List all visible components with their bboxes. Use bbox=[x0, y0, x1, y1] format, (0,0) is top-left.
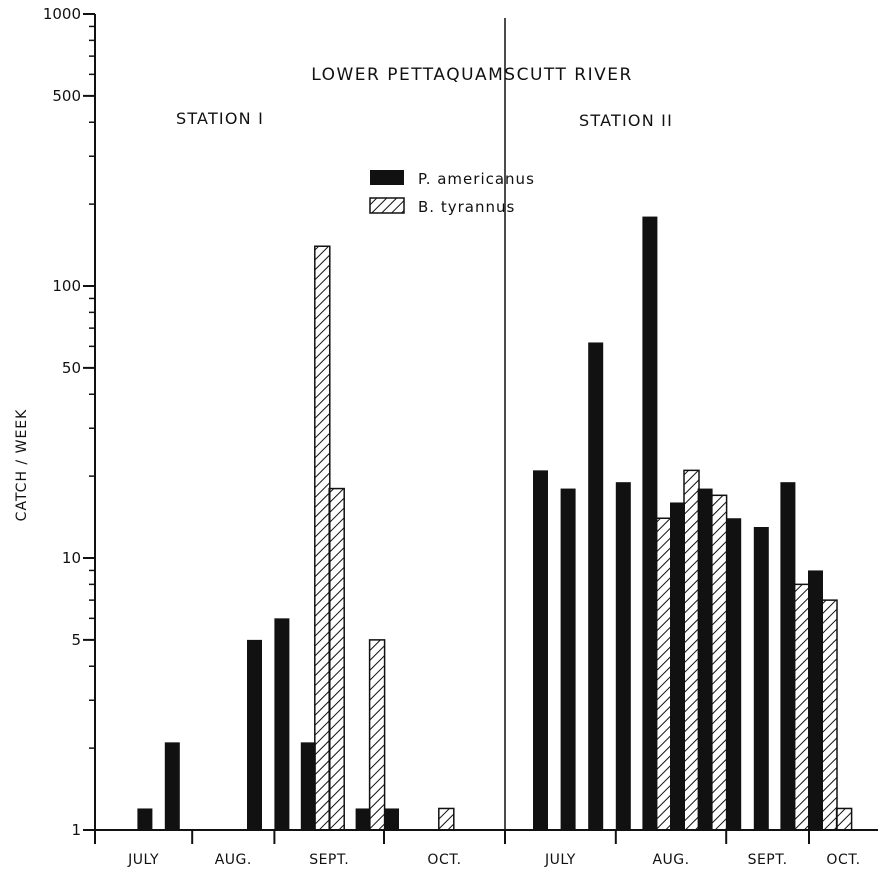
y-tick-label: 10 bbox=[62, 549, 81, 567]
x-month-label: OCT. bbox=[427, 852, 461, 868]
station-2-label: STATION II bbox=[579, 111, 673, 130]
bar-b-tyrannus bbox=[314, 245, 331, 831]
x-month-label: JULY bbox=[127, 852, 159, 868]
bar-p-americanus bbox=[384, 808, 399, 830]
y-tick-label: 100 bbox=[52, 277, 81, 295]
bar-b-tyrannus bbox=[683, 469, 700, 831]
bar-p-americanus bbox=[533, 470, 548, 830]
bar-p-americanus bbox=[164, 742, 180, 830]
bar-b-tyrannus bbox=[710, 494, 728, 831]
bar-p-americanus bbox=[780, 482, 796, 830]
x-month-label: JULY bbox=[544, 852, 576, 868]
bar-b-tyrannus bbox=[368, 639, 386, 831]
x-month-label: AUG. bbox=[652, 852, 689, 868]
bar-b-tyrannus bbox=[655, 517, 673, 831]
bar-p-americanus bbox=[300, 742, 316, 830]
y-tick-label: 1 bbox=[71, 821, 81, 839]
bar-p-americanus bbox=[137, 808, 153, 830]
y-tick-label: 500 bbox=[52, 87, 81, 105]
legend: P. americanus B. tyrannus bbox=[369, 170, 535, 216]
bars bbox=[137, 216, 853, 831]
bar-b-tyrannus bbox=[835, 807, 853, 831]
y-tick-label: 5 bbox=[71, 631, 81, 649]
x-month-label: OCT. bbox=[826, 852, 860, 868]
labels: 1 5 10 50 100 500 1000 JULY AUG. SEPT. OCT. JULY AUG… bbox=[43, 5, 860, 868]
bar-b-tyrannus bbox=[821, 599, 838, 831]
bar-p-americanus bbox=[808, 570, 823, 830]
x-month-label: SEPT. bbox=[748, 852, 788, 868]
legend-swatch-b-tyrannus bbox=[369, 197, 405, 214]
bar-p-americanus bbox=[560, 488, 576, 830]
bar-p-americanus bbox=[726, 518, 742, 830]
bar-p-americanus bbox=[697, 488, 713, 830]
x-month-label: SEPT. bbox=[309, 852, 349, 868]
bar-p-americanus bbox=[615, 482, 631, 830]
legend-label-b-tyrannus: B. tyrannus bbox=[418, 198, 515, 216]
y-axis-label: CATCH / WEEK bbox=[14, 409, 30, 522]
bar-p-americanus bbox=[274, 618, 290, 830]
bar-p-americanus bbox=[247, 639, 262, 830]
x-month-label: AUG. bbox=[215, 852, 252, 868]
bar-p-americanus bbox=[588, 342, 604, 830]
bar-p-americanus bbox=[642, 216, 658, 831]
bar-b-tyrannus bbox=[328, 487, 345, 831]
legend-swatch-p-americanus bbox=[370, 170, 404, 185]
y-tick-label: 50 bbox=[62, 359, 81, 377]
y-tick-label: 1000 bbox=[43, 5, 81, 23]
bar-p-americanus bbox=[753, 527, 769, 830]
bar-p-americanus bbox=[670, 502, 685, 830]
station-1-label: STATION I bbox=[176, 109, 264, 128]
legend-label-p-americanus: P. americanus bbox=[418, 170, 535, 188]
bar-p-americanus bbox=[355, 808, 371, 830]
bar-b-tyrannus bbox=[438, 807, 455, 831]
chart-title: LOWER PETTAQUAMSCUTT RIVER bbox=[311, 65, 633, 85]
bar-b-tyrannus bbox=[793, 583, 811, 831]
